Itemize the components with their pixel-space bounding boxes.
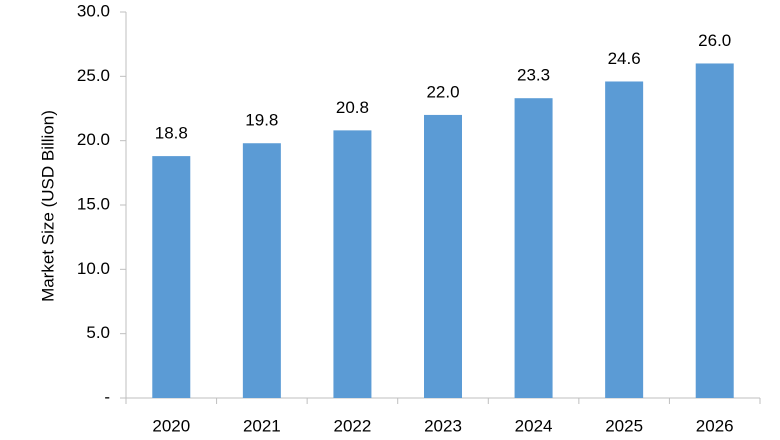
y-tick-label: 30.0 (77, 1, 110, 20)
x-tick-label: 2023 (424, 416, 462, 435)
data-labels: 18.8 19.8 20.8 22.0 23.3 24.6 26.0 (155, 31, 732, 143)
data-label-2022: 20.8 (336, 98, 369, 117)
y-tick-label: 15.0 (77, 194, 110, 213)
x-tick-label: 2020 (152, 416, 190, 435)
data-label-2023: 22.0 (426, 82, 459, 101)
x-tick-label: 2025 (605, 416, 643, 435)
y-tick-label: - (104, 387, 110, 406)
bar-2022 (333, 130, 372, 398)
y-tick-label: 5.0 (86, 323, 110, 342)
bars (152, 63, 734, 398)
bar-2020 (152, 156, 191, 398)
x-tick-label: 2026 (696, 416, 734, 435)
bar-2021 (242, 143, 281, 398)
data-label-2021: 19.8 (245, 111, 278, 130)
data-label-2026: 26.0 (698, 31, 731, 50)
y-axis-title: Market Size (USD Billion) (38, 110, 57, 302)
data-label-2025: 24.6 (608, 49, 641, 68)
y-tick-label: 25.0 (77, 66, 110, 85)
bar-2023 (424, 114, 462, 398)
data-label-2024: 23.3 (517, 66, 550, 85)
y-tick-label: 20.0 (77, 130, 110, 149)
bar-2026 (695, 63, 734, 398)
x-tick-label: 2022 (334, 416, 372, 435)
y-axis: - 5.0 10.0 15.0 20.0 25.0 30.0 (77, 1, 127, 406)
bar-2025 (605, 81, 644, 398)
x-tick-label: 2021 (243, 416, 281, 435)
data-label-2020: 18.8 (155, 124, 188, 143)
bar-2024 (514, 98, 553, 398)
x-axis: 2020 2021 2022 2023 2024 2025 2026 (125, 397, 761, 435)
x-tick-label: 2024 (515, 416, 553, 435)
y-tick-label: 10.0 (77, 259, 110, 278)
